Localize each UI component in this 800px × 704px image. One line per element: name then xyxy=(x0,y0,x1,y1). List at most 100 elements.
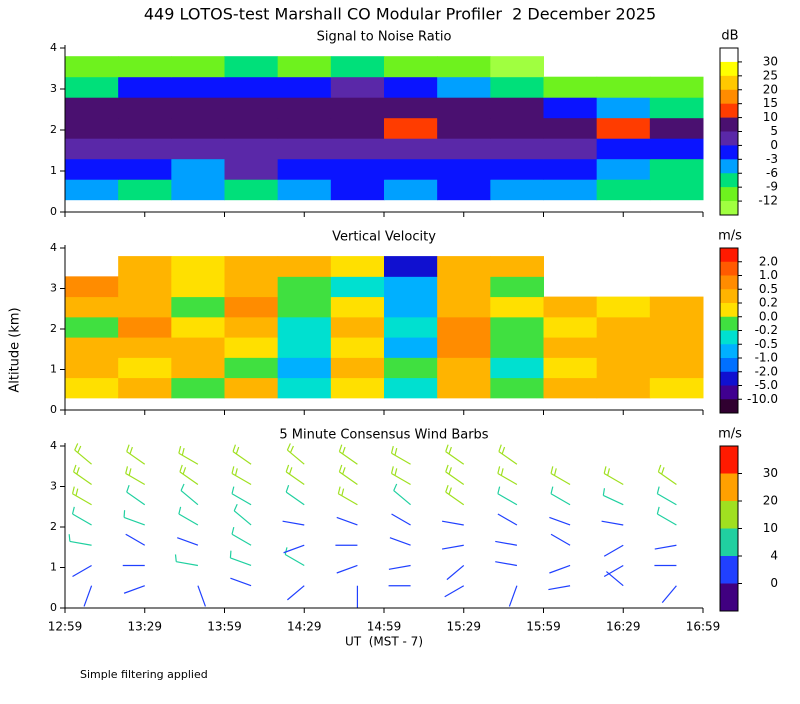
heatmap-cell xyxy=(384,296,438,318)
colorbar-label: 20 xyxy=(763,82,778,96)
heatmap-cell xyxy=(224,138,279,160)
heatmap-cell xyxy=(384,97,438,119)
wind-barb xyxy=(549,516,571,526)
heatmap-cell xyxy=(437,337,491,358)
wind-barb xyxy=(68,534,92,546)
wind-barb xyxy=(125,533,146,546)
y-tick-label: 1 xyxy=(50,561,57,574)
wind-barb xyxy=(657,464,677,485)
heatmap-cell xyxy=(118,296,172,318)
x-tick-label: 14:59 xyxy=(367,620,402,634)
wind-barb xyxy=(336,516,358,526)
heatmap-cell xyxy=(277,56,332,78)
wind-barb xyxy=(602,488,624,506)
heatmap-cell xyxy=(330,138,385,160)
heatmap-cell xyxy=(330,337,385,358)
heatmap-cell xyxy=(384,256,438,277)
heatmap-cell xyxy=(543,158,598,180)
heatmap-cell xyxy=(171,158,225,180)
heatmap-cell xyxy=(277,377,332,399)
heatmap-cell xyxy=(649,179,704,201)
colorbar-label: -5.0 xyxy=(755,378,778,392)
wind-barb xyxy=(497,513,518,526)
heatmap-cell xyxy=(596,158,651,180)
heatmap-cell xyxy=(118,97,172,119)
wind-barb xyxy=(497,466,518,485)
heatmap-cell xyxy=(277,179,332,201)
colorbar-label: -6 xyxy=(766,166,778,180)
wind-barb xyxy=(286,443,305,465)
heatmap-cell xyxy=(437,76,491,98)
heatmap-cell xyxy=(437,256,491,277)
heatmap-cell xyxy=(384,337,438,358)
heatmap-cell xyxy=(118,337,172,358)
heatmap-cell xyxy=(65,296,119,318)
heatmap-cell xyxy=(384,357,438,379)
colorbar-label: -12 xyxy=(758,194,778,208)
heatmap-cell xyxy=(437,316,491,338)
heatmap-cell xyxy=(118,377,172,399)
wind-barb xyxy=(549,564,571,574)
wind-barb xyxy=(603,544,624,557)
wind-barb xyxy=(338,444,358,465)
heatmap-cell xyxy=(171,117,225,139)
x-tick-label: 14:29 xyxy=(287,620,322,634)
heatmap-cell xyxy=(649,337,704,358)
colorbar-label: 30 xyxy=(763,466,778,480)
heatmap-cell xyxy=(330,256,385,277)
panel-title: Vertical Velocity xyxy=(332,230,436,245)
wind-barb xyxy=(285,485,305,506)
heatmap-cell xyxy=(224,56,279,78)
footnote: Simple filtering applied xyxy=(80,668,208,681)
heatmap-cell xyxy=(224,337,279,358)
heatmap-cell xyxy=(543,138,598,160)
wind-barb xyxy=(550,486,571,506)
wind-barb xyxy=(441,520,464,526)
heatmap-cell xyxy=(65,316,119,338)
heatmap-cell xyxy=(596,138,651,160)
heatmap-cell xyxy=(384,56,438,78)
heatmap-cell xyxy=(224,117,279,139)
y-tick-label: 3 xyxy=(50,82,57,95)
colorbar-box xyxy=(720,145,738,160)
wind-barb xyxy=(126,485,146,506)
wind-barb xyxy=(72,564,92,577)
y-tick-label: 2 xyxy=(50,322,57,335)
heatmap-cell xyxy=(649,138,704,160)
heatmap-cell xyxy=(490,117,544,139)
wind-barb xyxy=(603,466,624,485)
wind-barb xyxy=(391,513,411,526)
y-tick-label: 1 xyxy=(50,164,57,177)
heatmap-cell xyxy=(596,337,651,358)
heatmap-cell xyxy=(224,276,279,298)
colorbar-box xyxy=(720,316,738,331)
heatmap-cell xyxy=(224,256,279,277)
main-title: 449 LOTOS-test Marshall CO Modular Profi… xyxy=(144,5,656,24)
wind-barb xyxy=(388,564,411,570)
colorbar-label: -0.5 xyxy=(755,337,778,351)
heatmap-cell xyxy=(384,179,438,201)
colorbar-box xyxy=(720,583,738,612)
wind-barb xyxy=(445,444,465,465)
colorbar-unit: m/s xyxy=(718,427,742,442)
wind-barb xyxy=(389,537,411,546)
heatmap-cell xyxy=(277,158,332,180)
colorbar-label: -9 xyxy=(766,180,778,194)
colorbar-label: 1.0 xyxy=(759,268,778,282)
wind-barb xyxy=(654,544,677,550)
heatmap-cell xyxy=(65,179,119,201)
heatmap-cell xyxy=(330,76,385,98)
wind-barb xyxy=(197,585,207,607)
x-tick-label: 12:59 xyxy=(48,620,83,634)
panel-title: Signal to Noise Ratio xyxy=(317,30,452,45)
colorbar-box xyxy=(720,248,738,263)
heatmap-cell xyxy=(437,276,491,298)
wind-barb xyxy=(74,443,92,465)
heatmap-cell xyxy=(224,158,279,180)
colorbar-label: -1.0 xyxy=(755,351,778,365)
heatmap-cell xyxy=(224,76,279,98)
colorbar-label: 0 xyxy=(770,576,778,590)
wind-barb xyxy=(177,537,199,546)
heatmap-cell xyxy=(437,97,491,119)
wind-barb xyxy=(174,554,199,567)
